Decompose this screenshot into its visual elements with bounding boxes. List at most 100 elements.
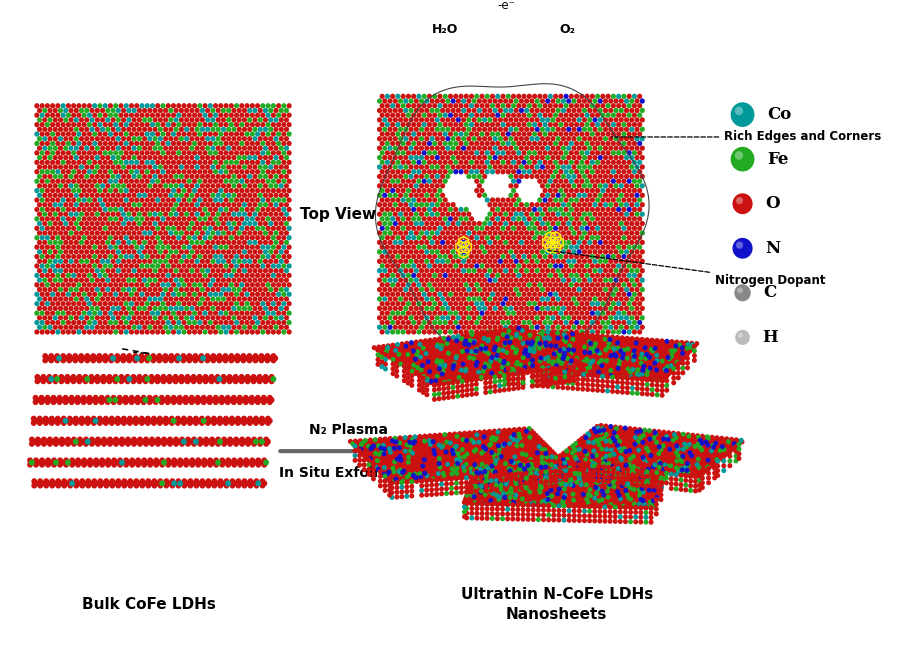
Circle shape <box>268 287 274 293</box>
Circle shape <box>202 263 208 268</box>
Circle shape <box>148 127 152 132</box>
Circle shape <box>451 249 455 255</box>
Circle shape <box>392 231 398 236</box>
Circle shape <box>184 278 189 283</box>
Circle shape <box>587 306 592 311</box>
Circle shape <box>455 118 461 123</box>
Circle shape <box>623 456 628 461</box>
Circle shape <box>497 488 501 494</box>
Circle shape <box>176 103 181 108</box>
Circle shape <box>454 292 458 297</box>
Circle shape <box>551 343 556 349</box>
Circle shape <box>590 169 595 174</box>
Circle shape <box>679 473 683 478</box>
Circle shape <box>176 160 181 165</box>
Circle shape <box>472 99 477 104</box>
Circle shape <box>508 127 514 132</box>
Circle shape <box>71 122 76 127</box>
Circle shape <box>237 118 242 123</box>
Circle shape <box>435 372 440 377</box>
Circle shape <box>614 118 618 123</box>
Circle shape <box>487 99 492 104</box>
Circle shape <box>600 320 606 325</box>
Circle shape <box>468 366 473 372</box>
Circle shape <box>594 466 599 471</box>
Circle shape <box>524 165 529 170</box>
Circle shape <box>690 448 696 453</box>
Circle shape <box>495 367 500 372</box>
Circle shape <box>492 306 498 311</box>
Circle shape <box>603 306 608 311</box>
Circle shape <box>531 366 536 372</box>
Circle shape <box>89 231 94 236</box>
Circle shape <box>250 273 255 278</box>
Circle shape <box>541 488 545 494</box>
Circle shape <box>158 418 165 424</box>
Circle shape <box>578 485 583 490</box>
Circle shape <box>274 315 279 321</box>
Circle shape <box>485 338 490 343</box>
Circle shape <box>517 459 522 464</box>
Circle shape <box>574 235 580 240</box>
Circle shape <box>553 292 558 297</box>
Circle shape <box>584 458 589 464</box>
Circle shape <box>403 221 409 226</box>
Circle shape <box>122 483 127 488</box>
Circle shape <box>683 478 688 483</box>
Circle shape <box>427 263 432 268</box>
Circle shape <box>606 178 611 183</box>
Circle shape <box>388 287 392 292</box>
Circle shape <box>218 207 223 212</box>
Circle shape <box>527 360 533 365</box>
Circle shape <box>608 505 613 509</box>
Circle shape <box>702 467 707 472</box>
Circle shape <box>460 379 464 384</box>
Circle shape <box>408 448 413 453</box>
Circle shape <box>603 165 608 170</box>
Circle shape <box>58 193 63 198</box>
Circle shape <box>592 108 598 113</box>
Circle shape <box>610 457 616 462</box>
Circle shape <box>220 457 225 464</box>
Circle shape <box>189 221 194 226</box>
Circle shape <box>618 155 624 160</box>
Circle shape <box>395 131 400 136</box>
Circle shape <box>571 386 575 391</box>
Circle shape <box>516 441 521 447</box>
Circle shape <box>420 375 426 381</box>
Circle shape <box>410 368 414 374</box>
Circle shape <box>508 365 514 370</box>
Circle shape <box>214 397 220 403</box>
Circle shape <box>420 464 425 469</box>
Circle shape <box>137 249 142 255</box>
Circle shape <box>533 490 537 494</box>
Circle shape <box>258 357 265 364</box>
Circle shape <box>111 174 115 179</box>
Circle shape <box>400 443 404 448</box>
Circle shape <box>550 477 554 482</box>
Circle shape <box>518 347 524 352</box>
Circle shape <box>407 445 412 450</box>
Circle shape <box>728 442 733 447</box>
Circle shape <box>464 434 468 439</box>
Circle shape <box>615 385 620 390</box>
Circle shape <box>650 470 654 475</box>
Circle shape <box>411 468 417 473</box>
Circle shape <box>380 348 384 353</box>
Circle shape <box>606 370 611 375</box>
Circle shape <box>408 472 412 477</box>
Circle shape <box>250 131 255 136</box>
Circle shape <box>519 468 524 473</box>
Circle shape <box>242 259 247 264</box>
Circle shape <box>422 476 427 481</box>
Circle shape <box>142 374 148 380</box>
Circle shape <box>514 349 518 354</box>
Circle shape <box>137 231 142 236</box>
Circle shape <box>113 160 118 165</box>
Circle shape <box>680 366 686 371</box>
Circle shape <box>452 375 457 381</box>
Circle shape <box>637 462 642 467</box>
Circle shape <box>446 231 450 236</box>
Circle shape <box>53 460 58 466</box>
Circle shape <box>403 343 409 349</box>
